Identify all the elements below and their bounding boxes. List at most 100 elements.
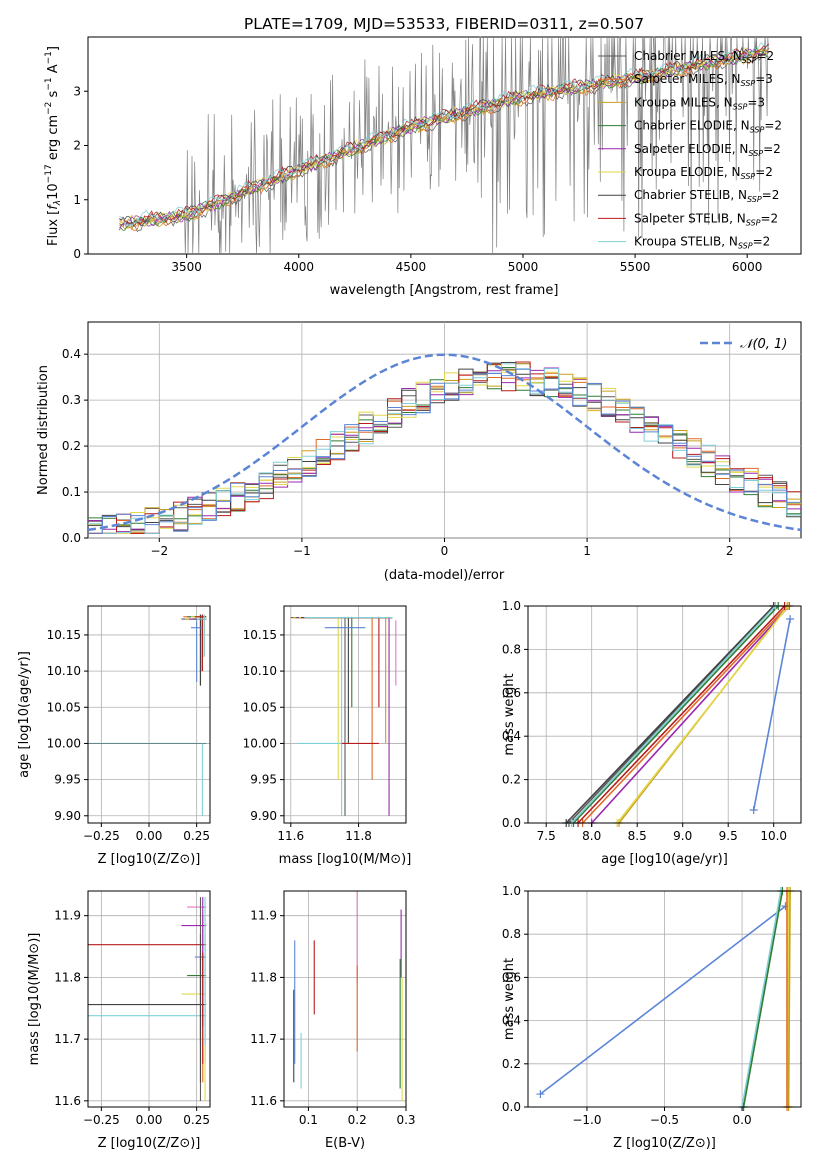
x-tick-label: 4500 [396,260,427,274]
y-tick-label: 1.0 [502,599,521,613]
spectrum-model-line [119,44,769,227]
mass-vs-ebv-panel: 0.1 0.2 0.3 11.6 11.7 11.8 11.9 E(B-V) [250,890,416,1151]
x-tick-label: −0.25 [83,1113,120,1127]
plot-area [562,602,795,827]
x-tick-label: 7.5 [537,829,556,843]
x-axis-label: Z [log10(Z/Z⊙)] [98,852,201,867]
y-tick-label: 11.6 [54,1094,81,1108]
legend-label: Salpeter ELODIE, NSSP=2 [634,142,781,158]
y-tick-label: 10.05 [243,700,277,714]
y-tick-label: 2 [73,139,81,153]
mass-vs-z-panel: −0.25 0.00 0.25 11.6 11.7 11.8 11.9 Z [log10(Z/… [27,890,211,1151]
cumulative-line [565,605,775,824]
x-tick-label: 0.25 [183,1113,210,1127]
y-tick-label: 11.7 [250,1032,277,1046]
x-tick-label: 0 [441,544,449,558]
x-tick-label: −1 [293,544,311,558]
plot-area [88,614,207,816]
axes-frame [527,605,802,824]
y-tick-label: 11.9 [54,909,81,923]
x-tick-label: 6000 [732,260,763,274]
cumulative-line [616,605,789,824]
spectrum-model-series [119,41,770,233]
y-tick-label: 10.10 [243,664,277,678]
y-tick-label: 0.3 [62,393,81,407]
cumulative-line [752,618,791,811]
x-tick-label: 11.8 [345,829,372,843]
residuals-ylabel: Normed distribution [36,365,51,495]
x-axis-label: Z [log10(Z/Z⊙)] [613,1136,716,1151]
x-tick-label: 0.0 [733,1113,752,1127]
x-tick-label: 0.00 [136,1113,163,1127]
y-tick-label: 0.6 [502,686,521,700]
spectrum-legend: Chabrier MILES, NSSP=2 Salpeter MILES, NS… [598,49,782,251]
x-tick-label: 0.3 [396,1113,415,1127]
x-tick-label: 3500 [171,260,202,274]
y-axis-label: mass weight [502,673,517,755]
x-tick-label: −0.25 [83,829,120,843]
y-tick-label: 9.90 [54,809,81,823]
x-tick-label: 10.0 [760,829,787,843]
y-tick-label: 0 [73,247,81,261]
y-tick-label: 11.6 [250,1094,277,1108]
y-axis-label: mass [log10(M/M⊙)] [27,933,42,1066]
x-axis-label: mass [log10(M/M⊙)] [279,852,412,867]
spectrum-model-line [119,41,770,227]
residuals-legend: 𝒩(0, 1) [700,337,787,352]
residuals-xlabel: (data-model)/error [384,568,505,583]
legend-label: Salpeter MILES, NSSP=3 [634,72,773,88]
cumulative-line [591,605,790,824]
legend-label: Chabrier MILES, NSSP=2 [634,49,774,65]
plot-area [88,897,207,1101]
x-tick-label: 2 [726,544,734,558]
y-tick-label: 10.15 [243,628,277,642]
y-tick-label: 9.95 [54,773,81,787]
y-tick-label: 0.0 [62,531,81,545]
cumulative-line [571,605,777,824]
x-tick-label: 0.00 [136,829,163,843]
y-axis-label: age [log10(age/yr)] [17,651,32,778]
figure-title: PLATE=1709, MJD=53533, FIBERID=0311, z=0… [244,15,644,33]
y-tick-label: 10.00 [47,736,81,750]
x-tick-label: 1 [583,544,591,558]
y-tick-label: 11.7 [54,1032,81,1046]
x-tick-label: 5500 [620,260,651,274]
spectrum-xlabel: wavelength [Angstrom, rest frame] [330,283,559,298]
legend-gaussian-label: 𝒩(0, 1) [740,337,787,352]
residuals-gaussian-curve [87,353,802,532]
x-tick-label: 0.1 [299,1113,318,1127]
residual-histogram [88,362,801,531]
y-tick-label: 0.4 [62,347,81,361]
y-tick-label: 0.4 [502,729,521,743]
x-tick-label: −1.0 [572,1113,601,1127]
y-tick-label: 11.8 [250,970,277,984]
axes-frame [283,605,407,824]
cumulative-marker [749,805,758,814]
y-tick-label: 1 [73,193,81,207]
x-tick-label: −2 [150,544,168,558]
cumulative-marker [536,1090,545,1099]
x-axis-label: Z [log10(Z/Z⊙)] [98,1136,201,1151]
y-tick-label: 0.0 [502,1100,521,1114]
x-tick-label: −0.5 [650,1113,679,1127]
y-tick-label: 0.2 [502,773,521,787]
cumulative-marker [786,615,795,624]
residuals-ticks: −2 −1 0 1 2 0.0 0.1 0.2 0.3 0.4 [62,347,734,558]
cumulative-z-panel: −1.0 −0.5 0.0 0.0 0.2 0.4 0.6 0.8 1.0 Z [log10(Z/… [502,884,802,1151]
y-tick-label: 0.1 [62,485,81,499]
legend-label: Chabrier STELIB, NSSP=2 [634,188,779,204]
x-tick-label: 9.0 [673,829,692,843]
y-tick-label: 0.0 [502,816,521,830]
y-tick-label: 0.6 [502,970,521,984]
y-tick-label: 9.90 [250,809,277,823]
x-tick-label: 0.2 [348,1113,367,1127]
x-axis-label: age [log10(age/yr)] [601,852,728,867]
legend-label: Chabrier ELODIE, NSSP=2 [634,119,782,135]
x-tick-label: 8.0 [582,829,601,843]
axes-frame [283,890,407,1108]
cumulative-line [582,605,788,824]
spectrum-ylabel: Flux [fλ10−17 erg cm−2 s−1 A−1] [44,46,63,246]
y-tick-label: 0.8 [502,642,521,656]
y-tick-label: 10.15 [47,628,81,642]
y-tick-label: 10.00 [243,736,277,750]
